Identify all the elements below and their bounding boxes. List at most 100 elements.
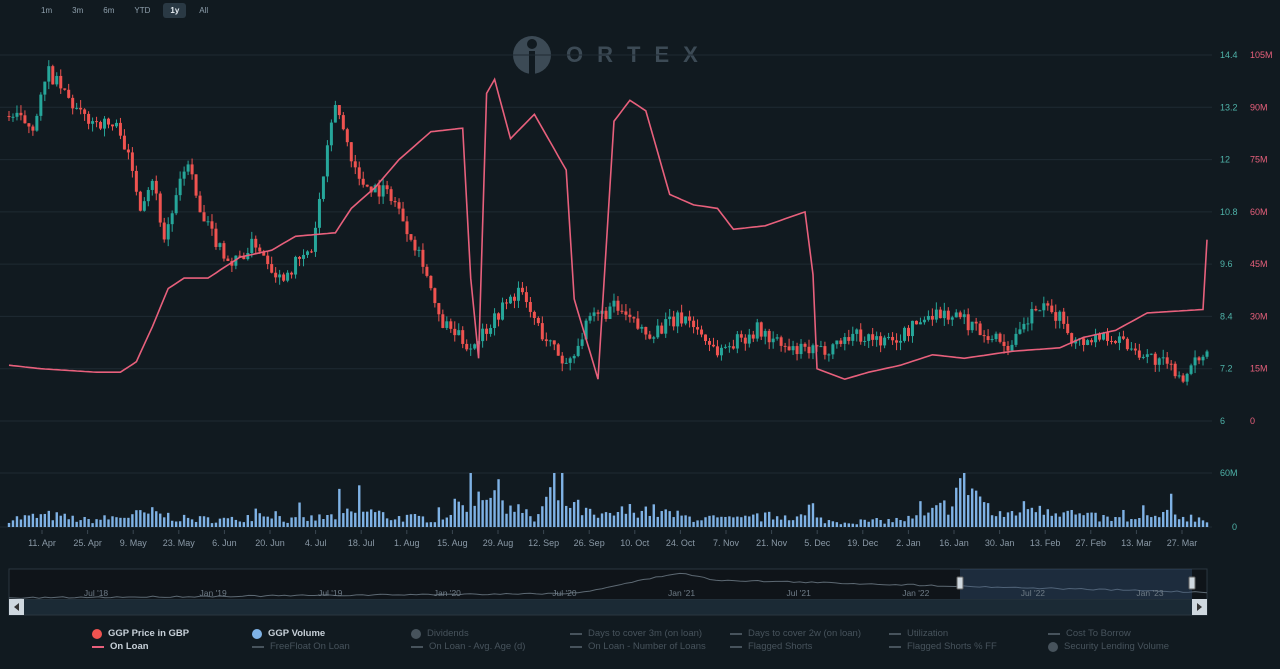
legend-label: GGP Volume: [268, 628, 326, 639]
candle-body: [170, 213, 174, 225]
candle-body: [978, 323, 982, 336]
candle-body: [174, 195, 178, 214]
legend-item-security-lending-volume[interactable]: Security Lending Volume: [1048, 641, 1169, 652]
volume-bar: [959, 478, 962, 527]
candle-body: [803, 343, 807, 347]
navigator[interactable]: Jul '18 Jan '19 Jul '19 Jan '20 Jul '20 Jan '…: [8, 568, 1208, 616]
candle-body: [226, 258, 230, 261]
volume-bar: [1185, 521, 1189, 527]
volume-bar: [1142, 505, 1145, 527]
volume-bar: [1162, 511, 1165, 527]
volume-bar: [198, 516, 202, 527]
volume-bar: [720, 516, 723, 527]
navigator-handle[interactable]: [956, 576, 964, 590]
candle-body: [501, 302, 505, 320]
navigator-handle[interactable]: [1188, 576, 1196, 590]
candle-body: [190, 164, 194, 175]
candle-body: [883, 337, 887, 346]
candle-body: [282, 274, 286, 281]
volume-bar: [899, 520, 902, 527]
candle-body: [1137, 350, 1141, 358]
legend-line-icon: [252, 645, 264, 648]
volume-bar: [409, 514, 413, 527]
legend-item-dividends[interactable]: Dividends: [411, 628, 469, 639]
legend-label: Utilization: [907, 628, 949, 639]
legend-item-ggp-volume[interactable]: GGP Volume: [252, 628, 325, 639]
legend-label: FreeFloat On Loan: [270, 641, 350, 652]
scrollbar-thumb[interactable]: [24, 600, 1192, 614]
candle-body: [1066, 323, 1070, 334]
candle-body: [1058, 311, 1062, 321]
candle-body: [572, 355, 576, 359]
volume-bar: [202, 516, 206, 527]
candle-body: [950, 317, 954, 320]
candle-body: [775, 337, 779, 339]
candle-body: [584, 320, 588, 340]
candle-body: [664, 319, 668, 334]
volume-bar: [1002, 516, 1006, 527]
legend-item-on-loan-avg-age-d[interactable]: On Loan - Avg. Age (d): [411, 641, 525, 652]
legend-item-days-to-cover-3m-on-loan[interactable]: Days to cover 3m (on loan): [570, 628, 702, 639]
price-axis-tick: 13.2: [1220, 102, 1238, 112]
volume-bar: [441, 519, 445, 527]
volume-bar: [270, 518, 273, 527]
candle-body: [990, 339, 994, 341]
volume-bar: [851, 523, 854, 527]
range-button-6m[interactable]: 6m: [103, 6, 115, 15]
volume-bar: [266, 516, 269, 527]
candle-body: [433, 288, 437, 304]
range-button-1y[interactable]: 1y: [163, 3, 187, 18]
volume-bar: [867, 521, 870, 527]
volume-bar: [1138, 518, 1141, 527]
volume-bar: [533, 521, 536, 527]
volume-bar: [389, 520, 393, 527]
candle-body: [875, 336, 879, 340]
candle-body: [704, 334, 708, 342]
candle-body: [696, 327, 700, 330]
candle-body: [998, 333, 1002, 342]
volume-bar: [517, 504, 520, 527]
volume-bar: [43, 513, 47, 527]
candle-body: [684, 316, 688, 324]
volume-bar: [616, 512, 620, 527]
candle-body: [110, 124, 114, 127]
candle-body: [958, 312, 962, 318]
candle-body: [103, 118, 107, 129]
volume-bar: [47, 510, 51, 527]
x-axis-tick: 30. Jan: [985, 538, 1015, 548]
legend-item-flagged-shorts[interactable]: Flagged Shorts: [730, 641, 812, 652]
volume-bar: [748, 516, 751, 527]
price-axis-tick: 7.2: [1220, 364, 1233, 374]
candle-body: [644, 326, 648, 335]
legend-item-utilization[interactable]: Utilization: [889, 628, 948, 639]
range-button-3m[interactable]: 3m: [72, 6, 84, 15]
volume-bar: [489, 497, 492, 527]
candle-body: [592, 312, 596, 316]
legend-item-flagged-shorts-ff[interactable]: Flagged Shorts % FF: [889, 641, 997, 652]
legend-item-cost-to-borrow[interactable]: Cost To Borrow: [1048, 628, 1131, 639]
volume-bar: [1201, 520, 1205, 527]
range-button-1m[interactable]: 1m: [41, 6, 53, 15]
legend-item-on-loan[interactable]: On Loan: [92, 641, 149, 652]
candle-body: [55, 75, 59, 85]
stock-chart[interactable]: 14.4 105M 13.2 90M 12 75M 10.8 60M 9.6 45M 8.4 30M 7…: [0, 0, 1280, 628]
candle-body: [1010, 344, 1014, 351]
candle-body: [632, 317, 636, 319]
candle-body: [1109, 340, 1113, 342]
legend-item-days-to-cover-2w-on-loan[interactable]: Days to cover 2w (on loan): [730, 628, 861, 639]
range-button-all[interactable]: All: [199, 6, 209, 15]
legend-item-on-loan-number-of-loans[interactable]: On Loan - Number of Loans: [570, 641, 706, 652]
volume-bar: [103, 515, 106, 527]
legend-item-freefloat-on-loan[interactable]: FreeFloat On Loan: [252, 641, 350, 652]
volume-bar: [1038, 505, 1042, 527]
candle-body: [83, 109, 87, 114]
volume-bar: [545, 496, 548, 527]
candle-body: [1082, 338, 1086, 345]
range-button-ytd[interactable]: YTD: [134, 6, 151, 15]
legend-item-ggp-price-in-gbp[interactable]: GGP Price in GBP: [92, 628, 189, 639]
volume-bar: [982, 502, 986, 527]
volume-bar: [970, 488, 974, 527]
volume-bar: [1189, 514, 1193, 527]
candle-body: [377, 185, 381, 197]
volume-bar: [612, 515, 616, 527]
